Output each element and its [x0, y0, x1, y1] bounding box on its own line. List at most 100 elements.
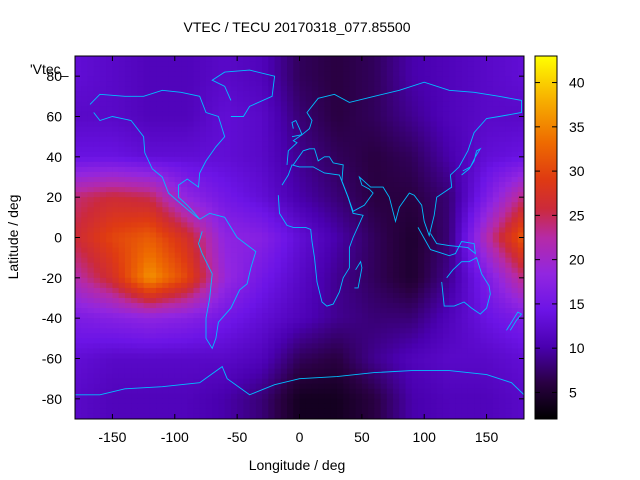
heatmap-cell: [224, 348, 232, 355]
heatmap-cell: [93, 156, 101, 163]
heatmap-cell: [355, 136, 363, 143]
heatmap-cell: [311, 171, 319, 178]
heatmap-cell: [467, 146, 475, 153]
heatmap-cell: [324, 76, 332, 82]
heatmap-cell: [405, 141, 413, 148]
heatmap-cell: [355, 303, 363, 309]
heatmap-cell: [87, 242, 95, 249]
heatmap-cell: [349, 212, 357, 218]
heatmap-cell: [442, 378, 450, 385]
heatmap-cell: [112, 277, 120, 284]
heatmap-cell: [474, 282, 481, 289]
heatmap-cell: [349, 131, 357, 138]
heatmap-cell: [230, 323, 238, 329]
heatmap-cell: [131, 197, 138, 203]
heatmap-cell: [442, 56, 450, 62]
heatmap-cell: [193, 242, 201, 249]
heatmap-cell: [299, 373, 307, 380]
heatmap-cell: [305, 197, 313, 203]
heatmap-cell: [480, 247, 488, 254]
heatmap-cell: [355, 237, 363, 244]
heatmap-cell: [255, 151, 263, 158]
heatmap-cell: [187, 287, 195, 294]
heatmap-cell: [218, 323, 226, 329]
heatmap-cell: [118, 403, 126, 410]
heatmap-cell: [249, 318, 257, 324]
heatmap-cell: [156, 146, 163, 153]
heatmap-cell: [118, 56, 126, 62]
heatmap-cell: [417, 197, 425, 203]
heatmap-cell: [193, 71, 201, 77]
heatmap-cell: [461, 298, 469, 304]
heatmap-cell: [205, 267, 213, 274]
heatmap-cell: [467, 156, 475, 163]
heatmap-cell: [499, 338, 506, 344]
heatmap-cell: [499, 212, 506, 218]
heatmap-cell: [237, 217, 244, 223]
heatmap-cell: [467, 272, 475, 279]
heatmap-cell: [430, 192, 438, 198]
heatmap-cell: [368, 96, 375, 102]
heatmap-cell: [380, 182, 388, 188]
heatmap-cell: [75, 161, 82, 168]
heatmap-cell: [274, 303, 282, 309]
heatmap-cell: [237, 227, 244, 234]
heatmap-cell: [424, 383, 432, 390]
heatmap-cell: [461, 378, 469, 385]
heatmap-cell: [137, 106, 145, 113]
heatmap-cell: [411, 383, 419, 390]
heatmap-cell: [486, 378, 494, 385]
heatmap-cell: [349, 252, 357, 259]
heatmap-cell: [174, 166, 182, 173]
heatmap-cell: [293, 242, 301, 249]
heatmap-cell: [505, 298, 513, 304]
heatmap-cell: [287, 56, 294, 62]
heatmap-cell: [118, 343, 126, 350]
heatmap-cell: [486, 197, 494, 203]
heatmap-cell: [330, 146, 338, 153]
heatmap-cell: [368, 101, 375, 108]
heatmap-cell: [405, 262, 413, 269]
heatmap-cell: [212, 71, 220, 77]
heatmap-cell: [255, 121, 263, 128]
heatmap-cell: [436, 207, 444, 213]
heatmap-cell: [430, 277, 438, 284]
heatmap-cell: [181, 353, 188, 360]
heatmap-cell: [461, 86, 469, 92]
heatmap-cell: [149, 298, 157, 304]
heatmap-cell: [336, 192, 344, 198]
heatmap-cell: [405, 202, 413, 208]
heatmap-cell: [162, 368, 170, 375]
heatmap-cell: [293, 111, 301, 118]
heatmap-cell: [324, 227, 332, 234]
heatmap-cell: [162, 106, 170, 113]
heatmap-cell: [218, 212, 226, 218]
heatmap-cell: [374, 202, 382, 208]
heatmap-cell: [262, 333, 269, 339]
heatmap-cell: [430, 287, 438, 294]
heatmap-cell: [181, 292, 188, 299]
heatmap-cell: [411, 282, 419, 289]
heatmap-cell: [287, 207, 294, 213]
heatmap-cell: [118, 242, 126, 249]
heatmap-cell: [193, 267, 201, 274]
heatmap-cell: [505, 202, 513, 208]
heatmap-cell: [517, 398, 524, 405]
heatmap-cell: [374, 106, 382, 113]
heatmap-cell: [106, 207, 114, 213]
heatmap-cell: [505, 192, 513, 198]
heatmap-cell: [517, 212, 524, 218]
heatmap-cell: [505, 212, 513, 218]
heatmap-cell: [224, 86, 232, 92]
heatmap-cell: [81, 131, 89, 138]
heatmap-cell: [224, 136, 232, 143]
heatmap-cell: [361, 66, 369, 72]
heatmap-cell: [205, 207, 213, 213]
heatmap-cell: [474, 116, 481, 123]
heatmap-cell: [187, 187, 195, 193]
heatmap-cell: [299, 177, 307, 183]
heatmap-cell: [499, 61, 506, 67]
heatmap-cell: [455, 202, 463, 208]
heatmap-cell: [181, 308, 188, 314]
heatmap-cell: [143, 242, 151, 249]
